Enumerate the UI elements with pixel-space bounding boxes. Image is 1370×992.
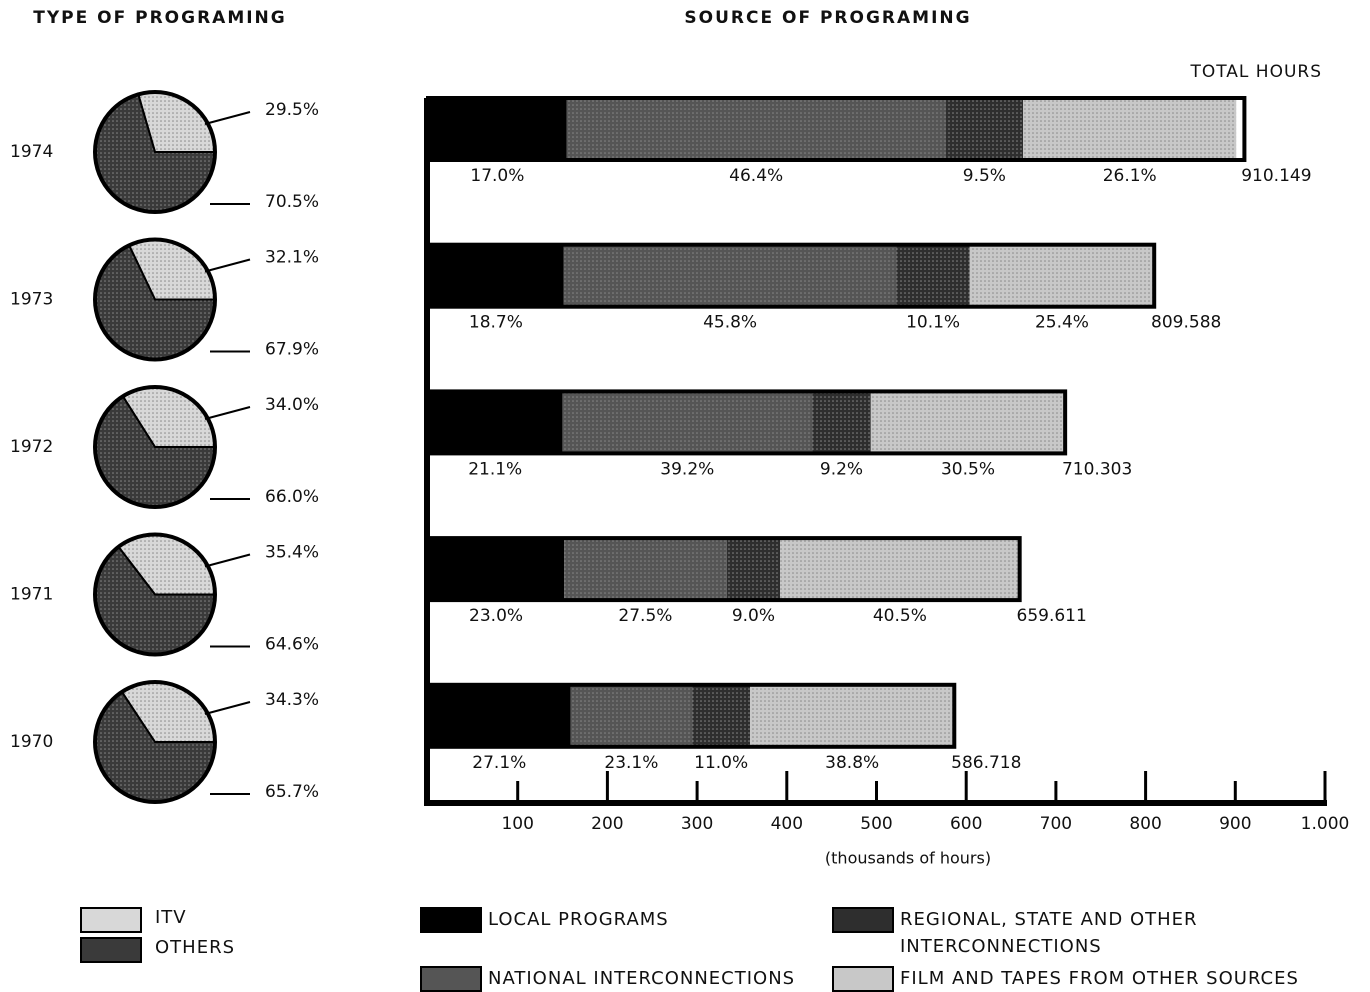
leader-line (204, 258, 251, 273)
leader-line (204, 111, 251, 125)
bar-segment (945, 98, 1024, 160)
pie-value-label: 34.0% (265, 395, 319, 415)
bar-segment (750, 684, 955, 747)
x-tick-label: 500 (860, 814, 892, 834)
total-value: 659.611 (1017, 606, 1087, 626)
legend-label: ITV (155, 907, 187, 928)
bar-value-label: 25.4% (1035, 313, 1089, 333)
bar-value-label: 27.1% (472, 753, 526, 773)
pie-outline (93, 385, 217, 509)
pie-value-label: 64.6% (265, 635, 319, 655)
bar-segment (428, 244, 564, 307)
year-label: 1973 (10, 290, 53, 310)
pie-value-label: 70.5% (265, 192, 319, 212)
bar-segment (563, 244, 897, 307)
bar-value-label: 46.4% (729, 166, 783, 186)
bar-segment (564, 538, 727, 601)
total-value: 710.303 (1062, 459, 1132, 479)
legend-label: OTHERS (155, 937, 236, 958)
legend-swatch (80, 937, 142, 963)
x-tick-label: 100 (501, 814, 533, 834)
year-label: 1971 (10, 585, 53, 605)
bar-value-label: 23.1% (604, 753, 658, 773)
bar-value-label: 23.0% (469, 606, 523, 626)
pie-value-label: 35.4% (265, 543, 319, 563)
x-tick-label: 400 (771, 814, 803, 834)
x-tick-label: 600 (950, 814, 982, 834)
legend-label: LOCAL PROGRAMS (488, 909, 669, 930)
bar-value-label: 26.1% (1103, 166, 1157, 186)
bar-segment (428, 538, 565, 601)
bar-segment (692, 684, 751, 747)
year-label: 1974 (10, 142, 53, 162)
bar-value-label: 9.0% (732, 606, 775, 626)
pie-value-label: 29.5% (265, 100, 319, 120)
bar-value-label: 18.7% (469, 313, 523, 333)
leader-line (204, 553, 251, 568)
bar-segment (896, 244, 970, 307)
legend-swatch (420, 966, 482, 992)
x-tick-label: 900 (1219, 814, 1251, 834)
bar-segment (570, 684, 693, 747)
pie-title: TYPE OF PROGRAMING (33, 8, 287, 28)
bar-value-label: 10.1% (906, 313, 960, 333)
total-value: 809.588 (1151, 313, 1221, 333)
bar-segment (1023, 98, 1237, 160)
bar-segment (726, 538, 781, 601)
pie-value-label: 65.7% (265, 782, 319, 802)
legend-label: REGIONAL, STATE AND OTHER INTERCONNECTIO… (900, 909, 1198, 957)
legend-swatch (420, 907, 482, 933)
year-label: 1970 (10, 732, 53, 752)
pie-value-label: 32.1% (265, 248, 319, 268)
bar-value-label: 21.1% (468, 459, 522, 479)
bar-value-label: 39.2% (660, 459, 714, 479)
bar-segment (812, 391, 871, 454)
bar-segment (428, 391, 563, 454)
x-tick-label: 1.000 (1301, 814, 1350, 834)
bar-value-label: 30.5% (941, 459, 995, 479)
x-tick-label: 800 (1129, 814, 1161, 834)
total-label: TOTAL HOURS (1189, 62, 1322, 82)
pie-outline (93, 680, 217, 804)
x-tick-label: 700 (1040, 814, 1072, 834)
bar-segment (428, 684, 571, 747)
bar-value-label: 40.5% (873, 606, 927, 626)
pie-value-label: 66.0% (265, 487, 319, 507)
pie-outline (93, 90, 217, 214)
legend-label: NATIONAL INTERCONNECTIONS (488, 968, 796, 989)
x-tick-label: 300 (681, 814, 713, 834)
x-tick-label: 200 (591, 814, 623, 834)
pie-outline (93, 532, 217, 657)
bar-value-label: 9.5% (963, 166, 1006, 186)
bar-segment (780, 538, 1020, 601)
total-value: 586.718 (951, 753, 1021, 773)
total-value: 910.149 (1241, 166, 1311, 186)
bar-segment (969, 244, 1155, 307)
legend-swatch (832, 907, 894, 933)
bar-segment (428, 98, 567, 160)
bar-value-label: 38.8% (825, 753, 879, 773)
pie-value-label: 34.3% (265, 690, 319, 710)
year-label: 1972 (10, 437, 53, 457)
bar-segment (566, 98, 946, 160)
bar-value-label: 9.2% (820, 459, 863, 479)
bar-segment (562, 391, 813, 454)
x-axis-label: (thousands of hours) (825, 849, 991, 868)
legend-swatch (832, 966, 894, 992)
legend-label: FILM AND TAPES FROM OTHER SOURCES (900, 968, 1299, 989)
bar-title: SOURCE OF PROGRAMING (684, 8, 971, 28)
bar-value-label: 17.0% (470, 166, 524, 186)
pie-value-label: 67.9% (265, 340, 319, 360)
bar-segment (870, 391, 1066, 454)
legend-swatch (80, 907, 142, 933)
bar-value-label: 45.8% (703, 313, 757, 333)
pie-outline (93, 237, 217, 362)
leader-line (204, 406, 251, 420)
bar-value-label: 11.0% (694, 753, 748, 773)
leader-line (204, 701, 251, 715)
bar-value-label: 27.5% (618, 606, 672, 626)
